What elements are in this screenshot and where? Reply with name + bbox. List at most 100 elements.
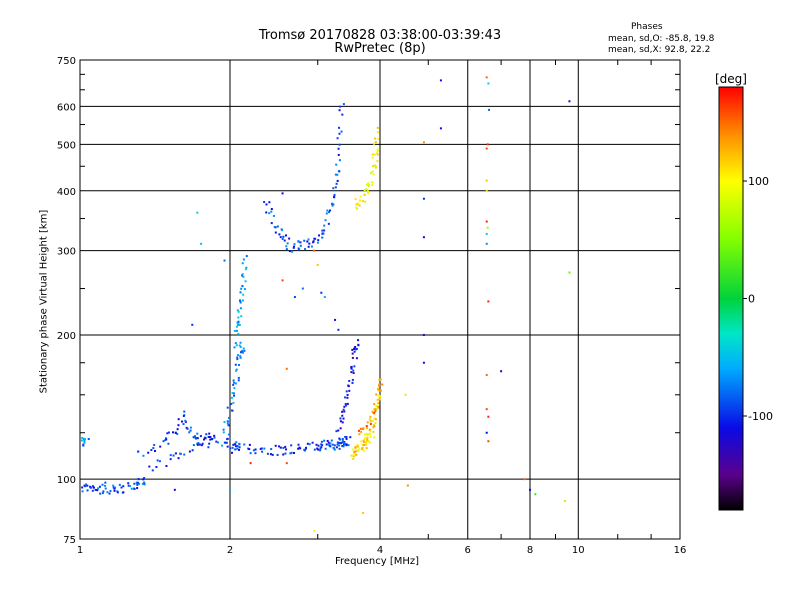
- echo-point: [317, 448, 320, 451]
- echo-point: [366, 439, 369, 442]
- echo-point: [130, 487, 133, 490]
- echo-point: [221, 444, 224, 447]
- echo-point: [351, 356, 354, 359]
- echo-point: [374, 422, 377, 425]
- echo-point: [153, 444, 156, 447]
- echo-point: [86, 489, 89, 492]
- echo-point: [373, 403, 376, 406]
- echo-point: [243, 443, 246, 446]
- echo-point: [289, 452, 292, 455]
- echo-point: [341, 421, 344, 424]
- echo-point: [369, 432, 372, 435]
- echo-point: [128, 485, 131, 488]
- echo-point: [222, 428, 225, 431]
- echo-point: [339, 417, 342, 420]
- echo-point: [354, 446, 357, 449]
- echo-point: [348, 379, 351, 382]
- echo-point: [355, 347, 358, 350]
- echo-point: [372, 173, 375, 176]
- echo-point: [235, 329, 238, 332]
- echo-point: [274, 444, 277, 447]
- echo-point: [372, 430, 375, 433]
- echo-point: [248, 448, 251, 451]
- echo-point: [87, 437, 90, 440]
- echo-point: [271, 453, 274, 456]
- echo-point: [261, 450, 264, 453]
- echo-point: [366, 436, 369, 439]
- echo-point: [487, 440, 490, 443]
- echo-point: [104, 481, 107, 484]
- echo-point: [485, 408, 488, 411]
- echo-point: [245, 255, 248, 258]
- echo-point: [345, 437, 348, 440]
- y-tick-label: 75: [63, 535, 76, 546]
- echo-point: [529, 488, 531, 491]
- echo-point: [363, 440, 366, 443]
- echo-point: [254, 452, 257, 455]
- echo-point: [239, 307, 242, 310]
- echo-point: [136, 483, 139, 486]
- echo-point: [241, 274, 244, 277]
- echo-point: [284, 445, 287, 448]
- echo-point: [350, 371, 353, 374]
- echo-point: [199, 435, 202, 438]
- echo-point: [485, 232, 488, 235]
- echo-point: [282, 235, 285, 238]
- echo-point: [281, 279, 284, 282]
- echo-point: [172, 454, 175, 457]
- echo-point: [274, 231, 277, 234]
- echo-point: [371, 411, 374, 414]
- echo-point: [366, 183, 369, 186]
- echo-point: [376, 160, 379, 163]
- echo-point: [326, 209, 329, 212]
- y-tick-label: 500: [57, 140, 76, 151]
- echo-point: [285, 248, 288, 251]
- echo-point: [376, 148, 379, 151]
- echo-point: [196, 211, 199, 214]
- echo-point: [373, 436, 376, 439]
- echo-point: [272, 214, 275, 217]
- echo-point: [358, 199, 361, 202]
- echo-point: [331, 443, 334, 446]
- echo-point: [357, 429, 360, 432]
- echo-point: [235, 344, 238, 347]
- echo-point: [133, 482, 136, 485]
- echo-point: [335, 430, 338, 433]
- echo-point: [336, 173, 339, 176]
- echo-point: [368, 428, 371, 431]
- echo-point: [364, 193, 367, 196]
- echo-point: [143, 483, 146, 486]
- echo-point: [193, 435, 196, 438]
- echo-point: [183, 410, 186, 413]
- echo-point: [237, 320, 240, 323]
- echo-point: [101, 492, 104, 495]
- echo-point: [337, 147, 340, 150]
- echo-point: [209, 436, 212, 439]
- echo-point: [188, 450, 191, 453]
- phases-line-x: mean, sd,X: 92.8, 22.2: [608, 45, 711, 55]
- echo-point: [299, 241, 302, 244]
- echo-point: [379, 378, 382, 381]
- echo-point: [338, 441, 341, 444]
- echo-point: [346, 393, 349, 396]
- echo-point: [227, 416, 230, 419]
- echo-point: [351, 352, 354, 355]
- echo-point: [534, 493, 537, 496]
- echo-point: [84, 485, 87, 488]
- echo-point: [372, 142, 375, 145]
- x-tick-label: 4: [377, 545, 383, 556]
- echo-point: [286, 242, 289, 245]
- echo-point: [362, 511, 365, 514]
- echo-point: [345, 435, 348, 438]
- echo-point: [338, 444, 341, 447]
- echo-point: [204, 437, 207, 440]
- echo-point: [231, 446, 234, 449]
- echo-point: [235, 368, 238, 371]
- echo-point: [234, 443, 237, 446]
- echo-point: [375, 408, 378, 411]
- echo-point: [353, 365, 356, 368]
- echo-point: [226, 422, 229, 425]
- echo-point: [313, 237, 316, 240]
- echo-point: [200, 242, 203, 245]
- echo-point: [373, 417, 376, 420]
